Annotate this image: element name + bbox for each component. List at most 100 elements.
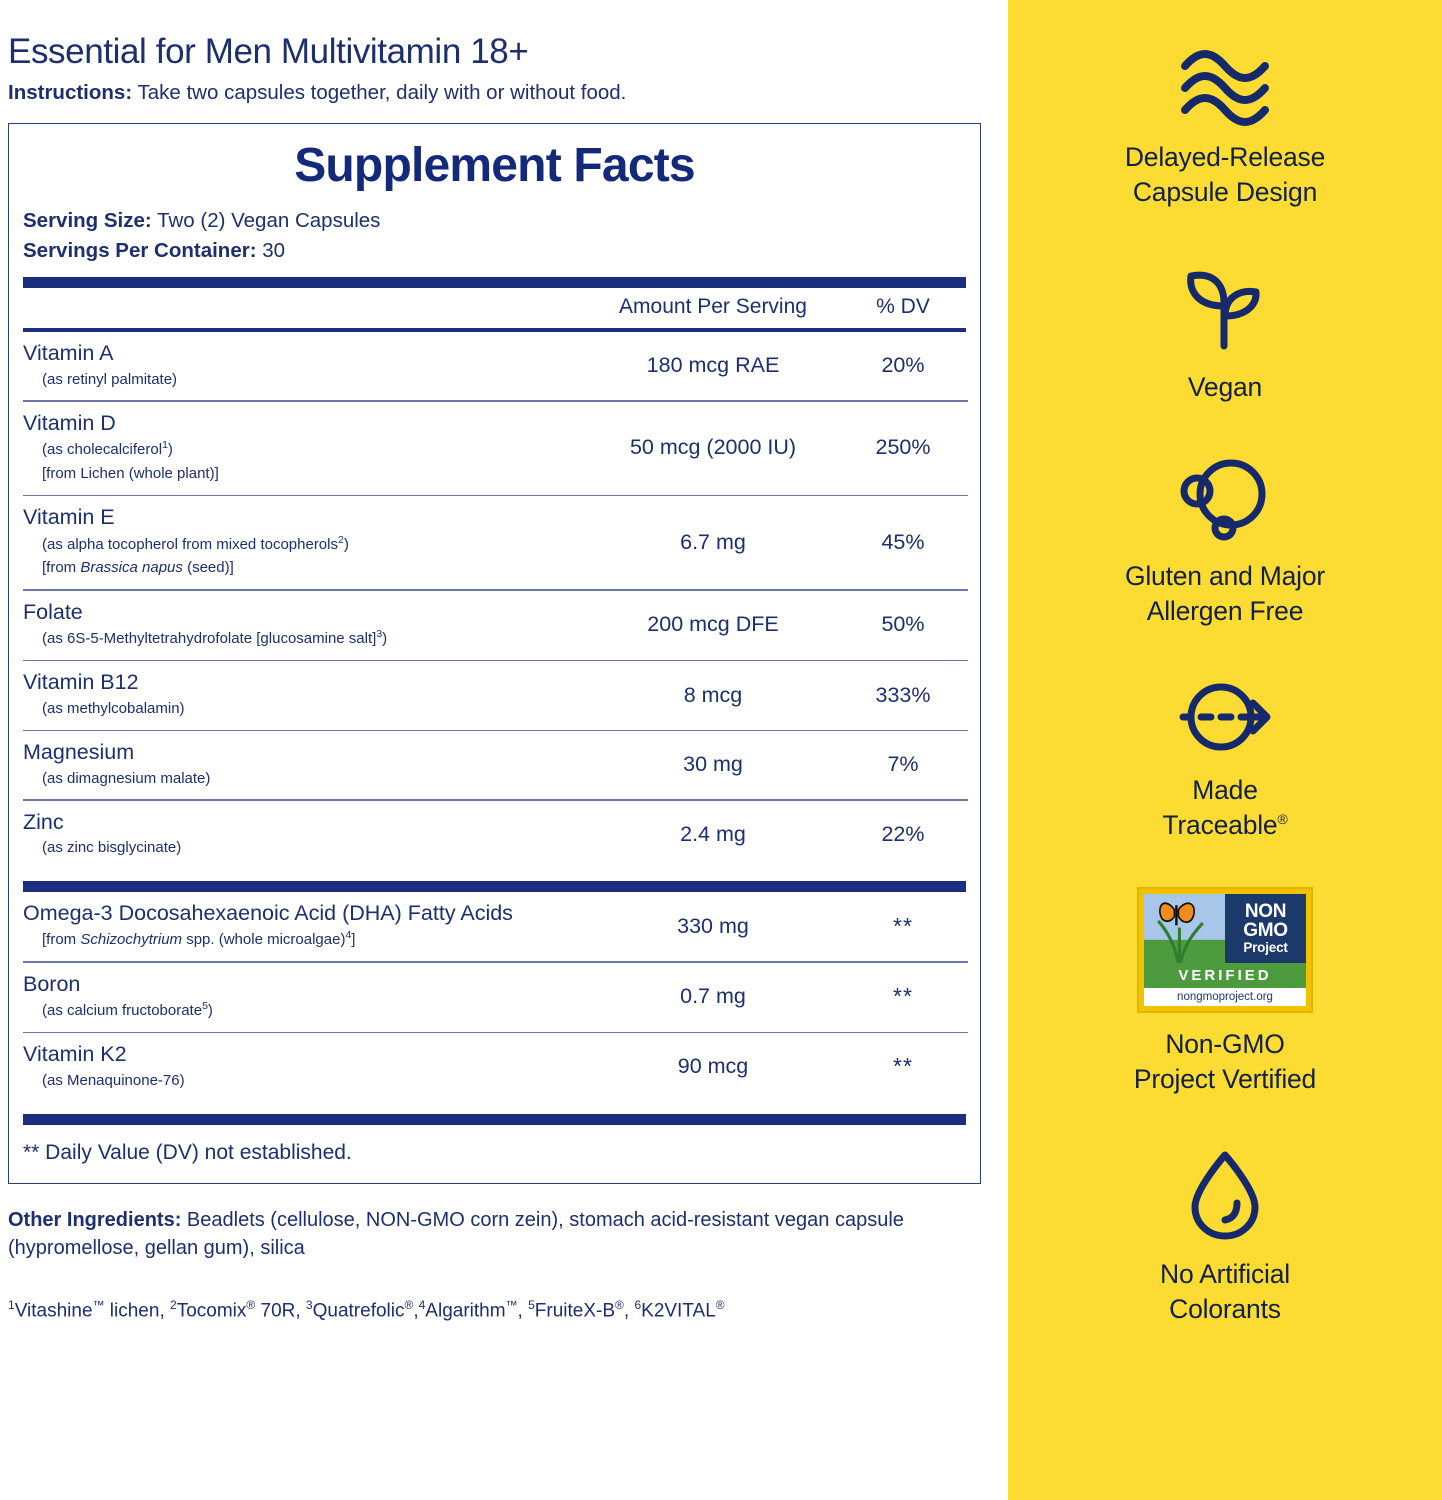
gmo-non-text: NON: [1244, 901, 1287, 923]
row-separator: [23, 961, 968, 963]
instructions-line: Instructions: Take two capsules together…: [8, 80, 984, 106]
other-ingredients-label: Other Ingredients:: [8, 1208, 182, 1231]
badge-non-gmo: NON GMO Project VERIFIED nongmoproject.o…: [1008, 886, 1442, 1097]
nutrient-source: (as methylcobalamin): [42, 699, 185, 717]
nutrient-percent-dv: **: [893, 912, 913, 939]
nutrient-amount: 50 mcg (2000 IU): [629, 435, 797, 460]
nutrient-name-cell: Vitamin B12 (as methylcobalamin): [23, 661, 588, 729]
nutrient-amount: 330 mg: [677, 913, 749, 938]
nutrient-percent-dv: **: [893, 1053, 913, 1080]
nutrient-name: Boron: [23, 971, 81, 996]
molecule-icon: [1177, 453, 1273, 545]
nutrient-source: (as Menaquinone-76): [42, 1071, 185, 1089]
water-drop-icon: [1183, 1147, 1267, 1243]
badge-non-gmo-label: Non-GMO Project Vertified: [1133, 1028, 1317, 1094]
serving-size-label: Serving Size:: [23, 209, 152, 233]
supplement-facts-panel: Supplement Facts Serving Size: Two (2) V…: [8, 122, 981, 1184]
table-row: Vitamin B12 (as methylcobalamin) 8 mcg 333%: [23, 661, 968, 729]
table-row: Boron (as calcium fructoborate5) 0.7 mg **: [23, 963, 968, 1032]
nutrient-rows-top: Vitamin A (as retinyl palmitate) 180 mcg R…: [23, 332, 968, 869]
instructions-label: Instructions:: [8, 81, 133, 105]
nutrient-source: (as zinc bisglycinate): [42, 839, 182, 857]
nutrient-percent-dv: 20%: [881, 353, 925, 378]
gmo-verified-text: VERIFIED: [1144, 963, 1306, 988]
header-blank: [23, 288, 588, 328]
nutrient-name: Vitamin E: [23, 505, 115, 530]
nutrient-source: (as 6S-5-Methyltetrahydrofolate [glucosa…: [42, 628, 388, 648]
nutrient-source: (as cholecalciferol1): [42, 439, 173, 459]
waves-icon: [1177, 48, 1273, 126]
dv-footnote: ** Daily Value (DV) not established.: [23, 1140, 352, 1164]
nutrients-table-bottom: Omega-3 Docosahexaenoic Acid (DHA) Fatty…: [23, 892, 968, 1102]
nutrient-source-extra: [from Brassica napus (seed)]: [42, 559, 234, 577]
gmo-project-text: Project: [1243, 939, 1288, 955]
nutrient-percent-dv: 50%: [881, 612, 925, 637]
row-separator: [23, 659, 968, 662]
gmo-url-text: nongmoproject.org: [1144, 987, 1306, 1006]
header-amount-per-serving: Amount Per Serving: [619, 294, 807, 318]
nutrient-name-cell: Zinc (as zinc bisglycinate): [23, 801, 588, 869]
badge-allergen-free-label: Gluten and Major Allergen Free: [1124, 560, 1326, 626]
badge-vegan-label: Vegan: [1187, 371, 1263, 402]
table-row: Zinc (as zinc bisglycinate) 2.4 mg 22%: [23, 801, 968, 869]
nutrient-source-extra: [from Lichen (whole plant)]: [42, 464, 219, 482]
servings-per-container-label: Servings Per Container:: [23, 238, 257, 262]
nutrient-amount: 0.7 mg: [680, 984, 746, 1009]
table-header-row: Amount Per Serving % DV: [23, 288, 968, 328]
row-separator: [23, 799, 968, 801]
badge-allergen-free: Gluten and Major Allergen Free: [1008, 453, 1442, 629]
nutrient-name: Folate: [23, 599, 83, 624]
non-gmo-seal-icon: NON GMO Project VERIFIED nongmoproject.o…: [1137, 886, 1313, 1013]
nutrient-name-cell: Vitamin K2 (as Menaquinone-76): [23, 1033, 588, 1101]
rule-top-thick: [23, 276, 966, 288]
nutrient-name: Magnesium: [23, 740, 135, 765]
nutrient-percent-dv: 7%: [887, 752, 919, 777]
nutrient-source: (as retinyl palmitate): [42, 370, 178, 388]
row-separator: [23, 400, 968, 402]
sprout-icon: [1177, 260, 1273, 356]
nutrient-name-cell: Omega-3 Docosahexaenoic Acid (DHA) Fatty…: [23, 892, 588, 961]
nutrient-amount: 180 mcg RAE: [646, 353, 780, 378]
nutrient-percent-dv: 250%: [875, 435, 931, 460]
nutrient-name: Vitamin K2: [23, 1042, 127, 1067]
nutrient-name: Vitamin D: [23, 410, 116, 435]
nutrient-name-cell: Vitamin D (as cholecalciferol1) [from Lich…: [23, 402, 588, 495]
supplement-facts-table: Amount Per Serving % DV: [23, 288, 968, 328]
trademark-footnotes: 1Vitashine™ lichen, 2Tocomix® 70R, 3Quat…: [8, 1297, 725, 1321]
header-percent-dv: % DV: [876, 294, 930, 318]
nutrient-source: (as calcium fructoborate5): [42, 1000, 213, 1020]
benefits-sidebar: Delayed-Release Capsule Design Vegan: [1008, 0, 1442, 1500]
rule-header-bottom: [23, 327, 966, 333]
table-row: Magnesium (as dimagnesium malate) 30 mg 7%: [23, 731, 968, 799]
badge-made-traceable-label: Made Traceable®: [1162, 774, 1288, 840]
rule-mid-thick: [23, 880, 966, 892]
table-row: Vitamin A (as retinyl palmitate) 180 mcg R…: [23, 332, 968, 400]
row-separator: [23, 729, 968, 732]
table-row: Folate (as 6S-5-Methyltetrahydrofolate [g…: [23, 591, 968, 660]
table-row: Vitamin D (as cholecalciferol1) [from Lich…: [23, 402, 968, 495]
nutrient-source: (as alpha tocopherol from mixed tocopher…: [42, 533, 349, 553]
badge-made-traceable: Made Traceable®: [1008, 675, 1442, 843]
butterfly-grass-graphic: [1144, 893, 1225, 964]
nutrient-name-cell: Vitamin A (as retinyl palmitate): [23, 332, 588, 400]
nutrient-percent-dv: 45%: [881, 529, 925, 554]
instructions-text: Take two capsules together, daily with o…: [132, 81, 627, 105]
nutrient-source: (as dimagnesium malate): [42, 769, 211, 787]
nutrient-percent-dv: **: [893, 983, 913, 1010]
facts-table-body: Amount Per Serving % DV: [23, 288, 968, 328]
nutrient-name: Omega-3 Docosahexaenoic Acid (DHA) Fatty…: [23, 900, 513, 925]
rule-bottom-thick: [23, 1113, 966, 1125]
nutrient-name: Zinc: [23, 809, 64, 834]
nutrient-amount: 30 mg: [683, 752, 743, 777]
nutrient-amount: 2.4 mg: [680, 821, 746, 846]
servings-per-container-line: Servings Per Container: 30: [23, 236, 966, 265]
badge-no-colorants: No Artificial Colorants: [1008, 1147, 1442, 1327]
nutrient-rows-bottom: Omega-3 Docosahexaenoic Acid (DHA) Fatty…: [23, 892, 968, 1102]
page-title: Essential for Men Multivitamin 18+: [8, 32, 529, 71]
table-row: Vitamin E (as alpha tocopherol from mixed…: [23, 496, 968, 589]
nutrients-table-top: Vitamin A (as retinyl palmitate) 180 mcg R…: [23, 332, 968, 869]
traceable-arrow-icon: [1173, 675, 1277, 759]
badge-delayed-release-label: Delayed-Release Capsule Design: [1124, 142, 1326, 207]
gmo-gmo-text: GMO: [1243, 919, 1288, 941]
